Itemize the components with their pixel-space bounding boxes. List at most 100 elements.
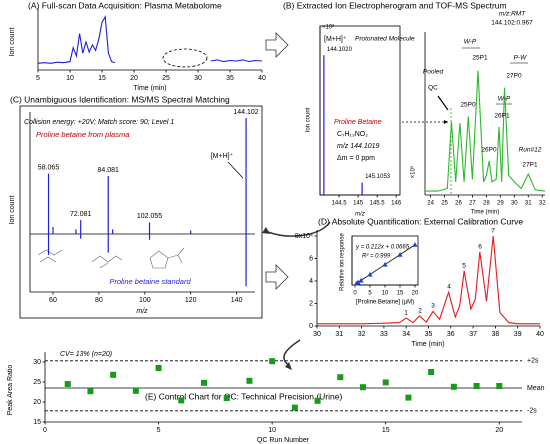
x-tick-label: 5 (368, 291, 372, 297)
annotation: 26P0 (481, 147, 497, 154)
point (269, 358, 276, 365)
x-tick-label: 15 (397, 291, 404, 297)
x-tick-label: 28 (483, 201, 490, 207)
point (155, 365, 162, 371)
arrow-c-d (265, 264, 289, 290)
x-tick-label: 38 (492, 331, 500, 338)
x-axis-label: [Proline Betaine] (µM) (356, 300, 414, 306)
panel-title: (C) Unambiguous Identification: MS/MS Sp… (10, 94, 230, 104)
annotation: CV= 13% (n=20) (60, 351, 112, 358)
peak-label: 145.1053 (365, 174, 391, 180)
x-tick-label: 40 (258, 75, 266, 82)
point (337, 374, 344, 381)
point (397, 252, 403, 257)
point (412, 242, 418, 247)
trace (37, 15, 263, 64)
x-tick-label: 30 (511, 201, 518, 207)
point (132, 387, 139, 394)
x-tick-label: 26 (455, 201, 462, 207)
gap-ellipse (162, 48, 208, 68)
reference-label: +2s (527, 358, 539, 365)
annotation: 27P0 (506, 73, 522, 80)
point (405, 394, 412, 401)
point (382, 379, 389, 386)
peak-label: 72.081 (70, 211, 92, 218)
annotation: R² = 0.999 (362, 254, 391, 260)
x-tick-label: 10 (268, 427, 276, 434)
point (450, 383, 457, 390)
annotation: 6 (478, 244, 482, 251)
trace (425, 70, 546, 192)
annotation: 144.102:0.967 (491, 20, 533, 27)
x-axis-label: Time (min) (411, 341, 444, 348)
x-tick-label: 31 (335, 331, 343, 338)
y-tick-label: 0 (309, 323, 313, 330)
y-axis-label: Ion count (9, 196, 16, 225)
reference-label: -2s (527, 408, 537, 415)
x-tick-label: 5 (157, 427, 161, 434)
annotation: 26P1 (494, 113, 510, 120)
x-tick-label: 144.5 (332, 201, 348, 207)
annotation: 7 (491, 228, 495, 235)
peak-label: 144.102 (233, 109, 258, 116)
annotation: 25P0 (460, 102, 476, 109)
x-tick-label: 15 (98, 75, 106, 82)
panel-title: (D) Absolute Quantification: External Ca… (318, 216, 523, 226)
y-tick-label: 4 (309, 278, 313, 285)
x-tick-label: 0 (43, 427, 47, 434)
y-axis-label: Ion count (306, 107, 312, 132)
annotation: Run#12 (519, 147, 542, 154)
annotation: 2 (418, 308, 422, 315)
panel-title: (E) Control Chart for QC: Technical Prec… (145, 391, 342, 401)
x-tick-label: 25 (441, 201, 448, 207)
annotation: W-P (498, 96, 511, 103)
x-tick-label: 39 (514, 331, 522, 338)
point (64, 381, 71, 387)
y-tick-label: 20 (33, 399, 41, 406)
x-tick-label: 0 (353, 291, 357, 297)
annotation: 25P1 (472, 55, 488, 62)
x-tick-label: 25 (162, 75, 170, 82)
mh-arrow (227, 161, 244, 179)
series-name: Proline betaine standard (109, 277, 191, 286)
x-tick-label: 27 (469, 201, 476, 207)
x-tick-label: 31 (525, 201, 532, 207)
annotation: W-P (464, 39, 477, 46)
x-tick-label: 80 (95, 297, 103, 304)
trace (317, 235, 540, 325)
y-tick-label: 25 (33, 379, 41, 386)
y-axis-label: Peak Area Ratio (7, 365, 14, 416)
annotation: 1 (404, 310, 408, 317)
y-axis-label: ×10⁵ (410, 165, 417, 178)
annotation: 4 (447, 284, 451, 291)
annotation: [M+H]⁺ (324, 36, 347, 43)
x-tick-label: 146 (391, 201, 402, 207)
x-tick-label: 32 (358, 331, 366, 338)
plot-frame (351, 235, 419, 286)
series-name: Proline betaine from plasma (36, 130, 129, 139)
point (355, 279, 361, 285)
peak-label: 84.081 (98, 167, 120, 174)
point (223, 395, 230, 401)
x-axis-label: Time (min) (471, 210, 499, 216)
x-tick-label: 34 (402, 331, 410, 338)
point (496, 383, 503, 389)
point (428, 369, 435, 375)
point (201, 379, 207, 386)
plot-frame (319, 25, 401, 196)
x-tick-label: 140 (231, 297, 243, 304)
x-tick-label: 120 (185, 297, 197, 304)
reference-label: Mean (527, 385, 545, 392)
x-tick-label: 30 (313, 331, 321, 338)
annotation: [M+H]⁺ (211, 153, 234, 160)
point (367, 271, 373, 277)
point (178, 397, 185, 404)
panel-title: (A) Full-scan Data Acquisition: Plasma M… (28, 0, 222, 10)
x-axis-label: QC Run Number (257, 437, 310, 444)
x-tick-label: 10 (382, 291, 389, 297)
annotation: QC (428, 85, 438, 92)
arrow-a-b (265, 32, 289, 58)
x-tick-label: 36 (447, 331, 455, 338)
point (314, 397, 321, 404)
